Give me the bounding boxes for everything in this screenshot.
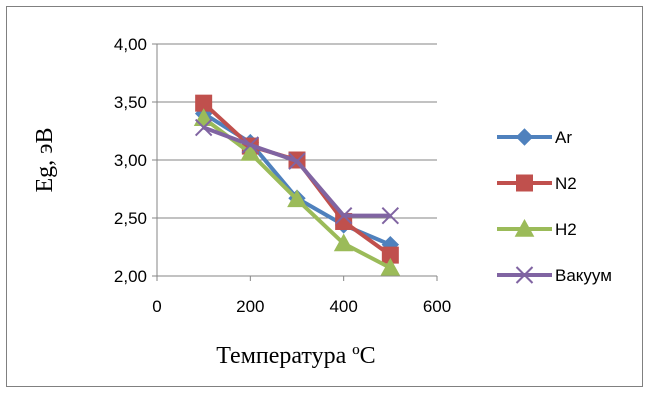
y-tick-label-4: 4,00 [114, 35, 147, 54]
legend-marker-1 [516, 174, 533, 192]
series-2-point-1 [240, 143, 261, 161]
series-3-point-0-b [194, 118, 213, 137]
legend-marker-2 [514, 218, 535, 237]
legend-label-1: N2 [555, 174, 577, 193]
series-3-point-4 [381, 206, 400, 225]
legend-marker-3 [515, 266, 534, 284]
series-3-point-4-b [381, 206, 400, 225]
series-3 [194, 118, 400, 225]
y-axis-title: Eg, эВ [32, 128, 58, 193]
series-3-point-1-b [241, 136, 260, 154]
series-3-point-2 [288, 152, 306, 170]
legend-label-2: H2 [555, 220, 577, 239]
x-tick-label-0: 0 [152, 297, 161, 316]
series-3-point-3-b [334, 206, 353, 225]
series-3-point-0 [194, 118, 213, 137]
x-tick-label-2: 400 [329, 297, 357, 316]
series-2-point-2 [287, 189, 307, 208]
series-2-point-3 [333, 233, 354, 252]
series-3-point-3 [334, 206, 353, 225]
legend-marker-3-b [515, 266, 534, 284]
x-tick-label-3: 600 [423, 297, 451, 316]
series-2 [193, 108, 401, 276]
x-tick-label-1: 200 [236, 297, 264, 316]
legend-entry-0: Ar [497, 128, 572, 147]
axes [152, 43, 438, 281]
y-tick-label-0: 2,00 [114, 267, 147, 286]
tick-labels: 2,00 2,50 3,00 3,50 4,00 0 200 400 600 [114, 35, 451, 316]
legend-entry-3: Вакуум [497, 266, 612, 285]
legend: Ar N2 H2 Вакуум [497, 128, 612, 285]
y-tick-label-1: 2,50 [114, 209, 147, 228]
x-axis-title: Температура ºС [216, 343, 375, 369]
series-2-point-4 [380, 257, 401, 276]
legend-marker-0 [515, 128, 534, 146]
series-3-point-1 [241, 136, 260, 154]
legend-label-0: Ar [555, 128, 572, 147]
series-3-point-2-b [288, 152, 306, 170]
y-tick-label-3: 3,50 [114, 93, 147, 112]
legend-entry-2: H2 [497, 218, 577, 239]
series-2-point-0 [193, 108, 214, 126]
legend-label-3: Вакуум [555, 266, 612, 285]
legend-entry-1: N2 [497, 174, 577, 193]
series-group [193, 94, 401, 276]
y-tick-label-2: 3,00 [114, 151, 147, 170]
